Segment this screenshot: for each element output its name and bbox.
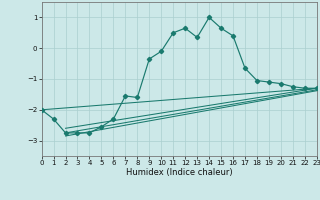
X-axis label: Humidex (Indice chaleur): Humidex (Indice chaleur) xyxy=(126,168,233,177)
